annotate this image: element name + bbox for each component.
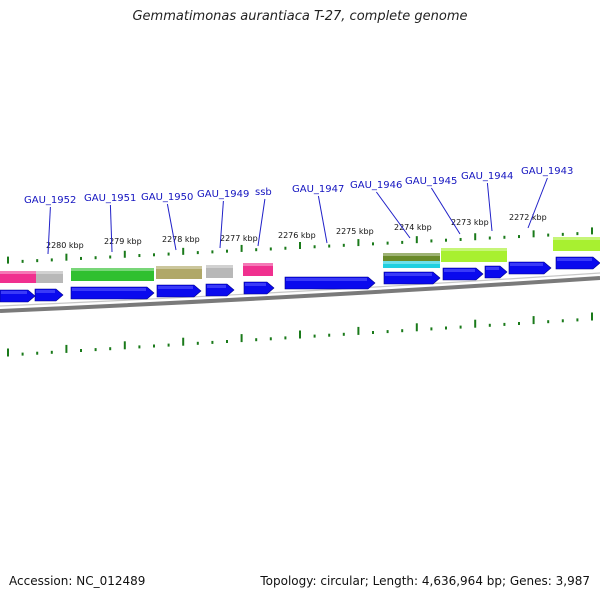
- feature-block[interactable]: [553, 237, 600, 251]
- scale-label: 2279 kbp: [104, 237, 142, 246]
- gene-label[interactable]: GAU_1950: [141, 192, 193, 203]
- gene-label[interactable]: GAU_1949: [197, 189, 249, 200]
- accession-text: Accession: NC_012489: [9, 574, 146, 588]
- genome-backbone: [0, 276, 600, 313]
- scale-label: 2275 kbp: [336, 227, 374, 236]
- scale-label: 2276 kbp: [278, 231, 316, 240]
- gene-labels: GAU_1952 GAU_1951 GAU_1950 GAU_1949 ssb GAU_1…: [24, 166, 573, 255]
- scale-label: 2277 kbp: [220, 234, 258, 243]
- feature-block[interactable]: [71, 268, 154, 281]
- gene-track: [0, 256, 600, 303]
- gene-label[interactable]: GAU_1947: [292, 184, 344, 195]
- scale-label: 2278 kbp: [162, 235, 200, 244]
- scale-label: 2274 kbp: [394, 223, 432, 232]
- feature-block[interactable]: [36, 271, 63, 283]
- feature-block[interactable]: [441, 248, 507, 262]
- feature-track: [0, 237, 600, 283]
- scale-label: 2272 kbp: [509, 213, 547, 222]
- scale-label: 2273 kbp: [451, 218, 489, 227]
- gene-label[interactable]: ssb: [255, 187, 272, 198]
- scale-ticks: 2280 kbp 2279 kbp 2278 kbp 2277 kbp 2276 kbp…: [7, 213, 593, 357]
- gene-label[interactable]: GAU_1945: [405, 176, 457, 187]
- genome-title: Gemmatimonas aurantiaca T-27, complete g…: [132, 9, 468, 24]
- feature-block[interactable]: [0, 271, 36, 283]
- feature-block[interactable]: [243, 263, 273, 276]
- backbone-ring: [0, 272, 600, 313]
- gene-label[interactable]: GAU_1946: [350, 180, 402, 191]
- scale-label: 2280 kbp: [46, 241, 84, 250]
- feature-block[interactable]: [156, 266, 202, 279]
- gene-label[interactable]: GAU_1944: [461, 171, 513, 182]
- gene-label[interactable]: GAU_1951: [84, 193, 136, 204]
- genome-summary: Topology: circular; Length: 4,636,964 bp…: [260, 574, 590, 588]
- feature-block[interactable]: [383, 261, 440, 268]
- feature-block[interactable]: [383, 253, 440, 261]
- gene-label[interactable]: GAU_1943: [521, 166, 573, 177]
- feature-block[interactable]: [206, 265, 233, 278]
- gene-label[interactable]: GAU_1952: [24, 195, 76, 206]
